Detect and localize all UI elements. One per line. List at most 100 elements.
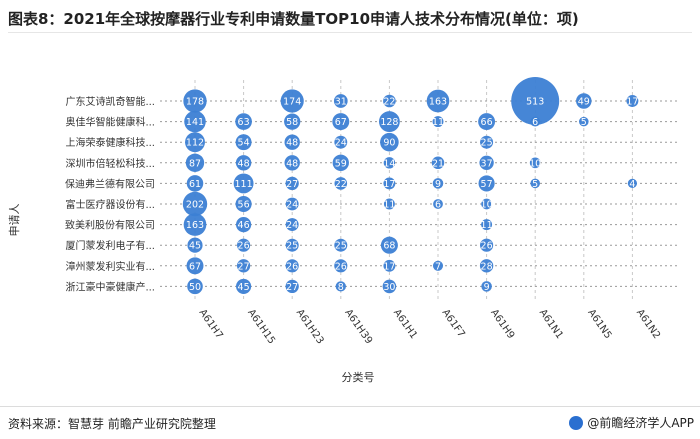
bubble <box>478 113 496 131</box>
x-tick-label: A61N5 <box>585 307 613 341</box>
y-axis-title: 申请人 <box>8 204 21 237</box>
bubble-value-label: 202 <box>186 200 204 211</box>
x-tick-label: A61H7 <box>197 307 225 341</box>
bubble <box>235 216 252 233</box>
source-note: 资料来源：智慧芽 前瞻产业研究院整理 <box>8 417 216 431</box>
bubble <box>383 259 396 272</box>
bubble <box>285 238 299 252</box>
y-tick-label: 漳州蒙发利实业有... <box>65 260 155 273</box>
bubble <box>481 198 492 210</box>
x-tick-label: A61N2 <box>634 307 662 341</box>
bubble-value-label: 14 <box>383 158 395 169</box>
bubble <box>332 113 350 131</box>
bubble <box>284 155 300 171</box>
y-tick-label: 富士医疗器设份有... <box>65 198 155 211</box>
bubble <box>236 278 252 294</box>
bubble-value-label: 27 <box>286 282 298 293</box>
bubble-value-label: 128 <box>380 117 398 128</box>
bubble <box>383 94 396 108</box>
bubble-value-label: 67 <box>189 261 201 272</box>
bubble-value-label: 25 <box>335 241 347 252</box>
bubble-value-label: 68 <box>383 241 395 252</box>
bubble <box>235 134 252 151</box>
bubble-value-label: 7 <box>435 261 441 272</box>
bubble-value-label: 22 <box>335 179 347 190</box>
bubble <box>432 178 444 189</box>
footer: 资料来源：智慧芽 前瞻产业研究院整理 @前瞻经济学人APP <box>0 406 700 439</box>
bubble <box>380 132 399 152</box>
x-tick-label: A61H15 <box>245 307 277 346</box>
bubble <box>233 173 254 194</box>
x-tick-label: A61H1 <box>391 307 419 341</box>
bubble <box>285 259 299 273</box>
y-tick-label: 致美利股份有限公司 <box>65 219 155 232</box>
bubble <box>480 135 494 149</box>
bubble <box>333 94 348 108</box>
bubble <box>431 156 445 170</box>
bubble-value-label: 26 <box>238 241 250 252</box>
y-tick-label: 上海荣泰健康科技... <box>65 136 155 149</box>
bubble-value-label: 57 <box>481 179 493 190</box>
bubble <box>185 132 205 153</box>
bubble-value-label: 50 <box>189 282 201 293</box>
bubble-value-label: 58 <box>286 117 298 128</box>
bubble-value-label: 111 <box>235 179 253 190</box>
bubble <box>284 113 301 130</box>
y-tick-label: 浙江豪中豪健康产... <box>65 280 155 293</box>
y-tick-label: 保迪弗兰德有限公司 <box>65 177 155 190</box>
bubble-value-label: 59 <box>335 158 347 169</box>
bubble <box>182 191 208 217</box>
bubble <box>478 175 495 192</box>
bubble-value-label: 513 <box>526 97 544 108</box>
bubble-value-label: 5 <box>581 117 587 128</box>
bubble-value-label: 4 <box>629 179 635 190</box>
bubble-value-label: 30 <box>383 282 395 293</box>
bubble-value-label: 8 <box>338 282 344 293</box>
bubble-value-label: 24 <box>286 220 298 231</box>
bubble <box>235 195 252 213</box>
bubble <box>284 134 300 150</box>
y-tick-label: 奥佳华智能健康科... <box>65 116 155 129</box>
bubble-value-label: 17 <box>383 179 395 190</box>
bubble-value-label: 5 <box>532 179 538 190</box>
bubble-value-label: 22 <box>383 97 395 108</box>
bubble-value-label: 37 <box>481 158 493 169</box>
bubble <box>235 155 252 171</box>
y-tick-label: 深圳市倍轻松科技... <box>65 157 155 170</box>
bubble <box>237 238 251 252</box>
bubble <box>187 278 203 295</box>
bubble-value-label: 141 <box>186 117 204 128</box>
bubble-value-label: 87 <box>189 158 201 169</box>
bubble-value-label: 24 <box>286 200 298 211</box>
bubble-value-label: 112 <box>186 138 204 149</box>
bubble <box>335 281 346 292</box>
x-tick-label: A61N1 <box>537 307 565 341</box>
bubble <box>479 155 494 170</box>
bubble <box>235 113 252 130</box>
bubble-value-label: 90 <box>383 138 395 149</box>
bubble-value-label: 178 <box>186 97 204 108</box>
bubble <box>576 93 592 109</box>
bubble-value-label: 48 <box>286 158 298 169</box>
bubble-value-label: 48 <box>238 158 250 169</box>
bubble-value-label: 11 <box>383 200 395 211</box>
brand-logo-icon <box>569 415 584 430</box>
bubble-value-label: 54 <box>238 138 250 149</box>
bubble-value-label: 31 <box>335 97 347 108</box>
bubble-value-label: 10 <box>481 200 493 211</box>
bubble <box>285 218 299 232</box>
bubble <box>334 177 348 190</box>
bubble-value-label: 24 <box>335 138 347 149</box>
bubble <box>380 236 398 254</box>
bubble <box>285 279 299 294</box>
bubble-value-label: 49 <box>578 97 590 108</box>
bubble-value-label: 163 <box>429 97 447 108</box>
bubble-value-label: 9 <box>435 179 441 190</box>
brand-text: @前瞻经济学人APP <box>587 416 694 430</box>
x-tick-label: A61F7 <box>440 307 467 339</box>
bubble <box>285 197 299 211</box>
bubble-value-label: 66 <box>481 117 493 128</box>
bubble-chart: 广东艾诗凯奇智能... 奥佳华智能健康科... 上海荣泰健康科技... 深圳市倍轻松科… <box>8 77 680 384</box>
bubble <box>280 89 304 113</box>
bubble <box>479 259 494 273</box>
